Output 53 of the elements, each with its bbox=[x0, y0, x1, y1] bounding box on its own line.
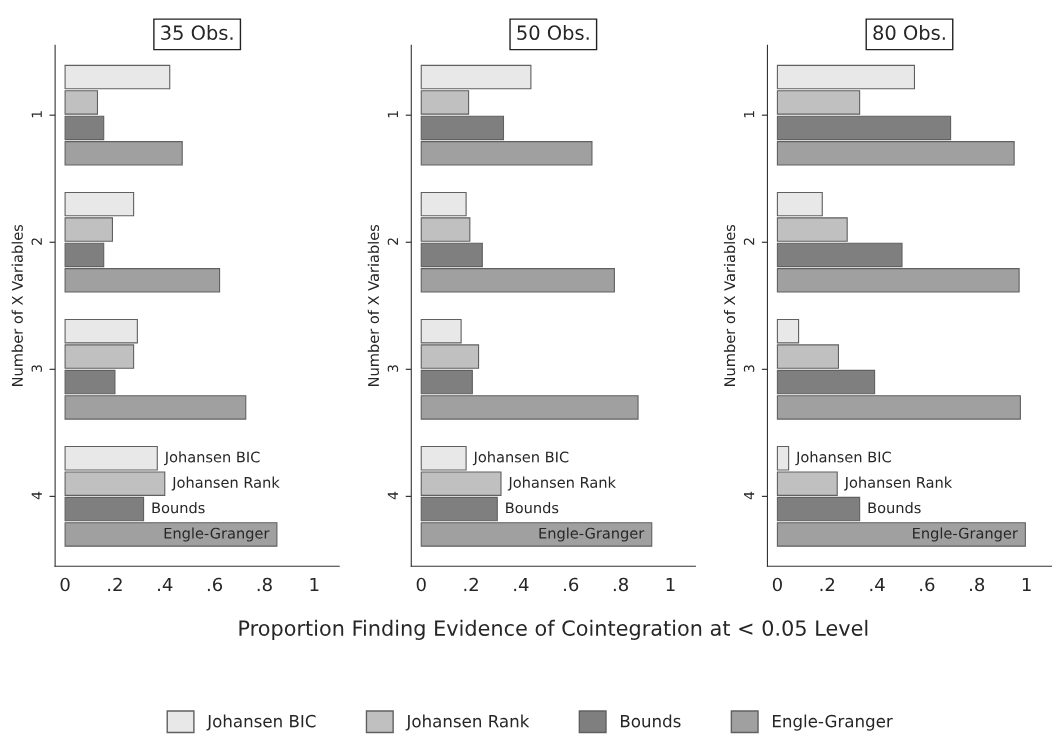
legend-label: Bounds bbox=[620, 714, 681, 728]
y-axis-title: Number of X Variables bbox=[11, 224, 23, 386]
x-tick-label: 1 bbox=[1022, 577, 1031, 592]
x-tick-label: 1 bbox=[666, 577, 675, 592]
y-tick-label: 1 bbox=[387, 111, 398, 118]
series-label: Johansen BIC bbox=[795, 451, 891, 466]
x-tick-label: .6 bbox=[207, 577, 223, 592]
x-tick-label: 1 bbox=[310, 577, 319, 592]
chart-title: 50 Obs. bbox=[517, 24, 589, 41]
series-label: Engle-Granger bbox=[913, 527, 1018, 542]
text: Johansen BIC bbox=[164, 451, 260, 466]
y-tick-label: 1 bbox=[31, 111, 42, 118]
x-tick-label: .8 bbox=[613, 577, 628, 592]
legend-label: Johansen Rank bbox=[405, 714, 530, 731]
y-axis-title: Number of X Variables bbox=[367, 224, 380, 386]
x-tick-label: 0 bbox=[60, 577, 70, 592]
y-tick-label: 2 bbox=[743, 238, 755, 245]
x-tick-label: .6 bbox=[920, 577, 935, 592]
y-tick-label: 3 bbox=[31, 365, 43, 372]
x-tick-label: .4 bbox=[158, 577, 173, 592]
y-tick-label: 3 bbox=[743, 365, 755, 372]
x-tick-label: .8 bbox=[970, 577, 985, 592]
legend-label: Engle-Granger bbox=[773, 714, 893, 731]
x-axis-title: Proportion Finding Evidence of Cointegration at < 0.05 Level bbox=[239, 619, 868, 640]
y-tick-label: 3 bbox=[387, 365, 399, 372]
y-tick-label: 4 bbox=[387, 491, 398, 500]
y-tick-label: 1 bbox=[744, 111, 755, 118]
x-tick-label: .6 bbox=[564, 577, 579, 592]
series-label: Engle-Granger bbox=[539, 527, 645, 542]
series-label: Bounds bbox=[868, 502, 921, 514]
y-tick-label: 4 bbox=[31, 491, 42, 500]
x-tick-label: .4 bbox=[870, 577, 885, 592]
y-tick-label: 2 bbox=[31, 238, 42, 245]
x-tick-label: 0 bbox=[416, 577, 426, 592]
text: Bounds bbox=[152, 502, 205, 514]
legend-label: Johansen BIC bbox=[206, 714, 316, 731]
series-label: Johansen Rank bbox=[843, 476, 953, 491]
x-tick-label: .4 bbox=[514, 577, 529, 592]
series-label: Bounds bbox=[506, 502, 559, 514]
x-tick-label: .2 bbox=[108, 577, 122, 592]
y-tick-label: 2 bbox=[387, 238, 398, 245]
y-axis-title: Number of X Variables bbox=[723, 224, 736, 386]
text: Johansen Rank bbox=[171, 476, 280, 491]
text: Engle-Granger bbox=[164, 527, 270, 542]
chart-title: 35 Obs. bbox=[161, 24, 233, 41]
series-label: Johansen BIC bbox=[472, 451, 569, 466]
y-tick-label: 4 bbox=[744, 491, 755, 500]
series-label: Johansen Rank bbox=[507, 476, 616, 491]
x-tick-label: .2 bbox=[464, 577, 478, 592]
chart-title: 80 Obs. bbox=[873, 24, 945, 41]
x-tick-label: .8 bbox=[257, 577, 272, 592]
x-tick-label: 0 bbox=[772, 577, 782, 592]
x-tick-label: .2 bbox=[820, 577, 835, 592]
